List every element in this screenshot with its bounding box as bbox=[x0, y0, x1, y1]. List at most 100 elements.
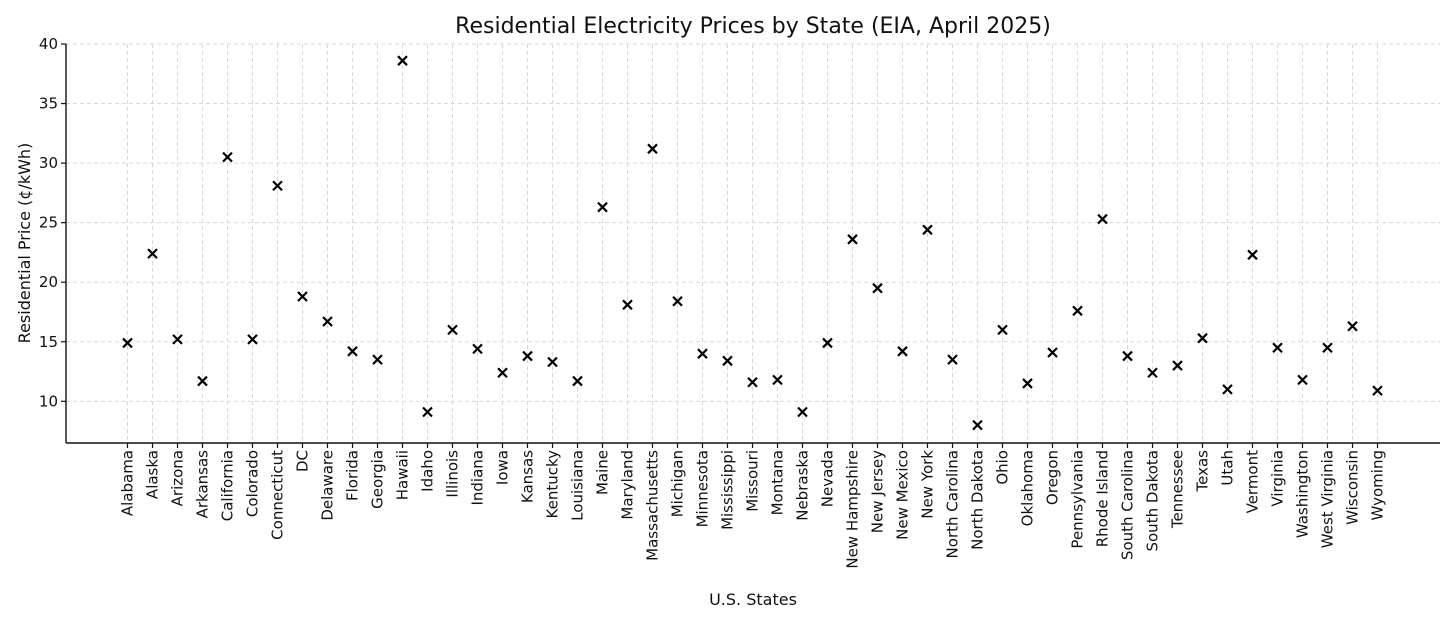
data-point bbox=[122, 337, 133, 349]
x-tick-label: Illinois bbox=[444, 450, 462, 498]
x-tick-label: Washington bbox=[1294, 450, 1312, 538]
x-tick-label: Wisconsin bbox=[1344, 450, 1362, 525]
y-tick-label: 15 bbox=[39, 333, 58, 351]
x-tick-label: Virginia bbox=[1269, 450, 1287, 507]
x-tick-label: Rhode Island bbox=[1094, 450, 1112, 547]
data-point bbox=[672, 295, 683, 307]
x-tick-label: Idaho bbox=[419, 450, 437, 492]
data-points bbox=[122, 55, 1383, 431]
y-tick-label: 20 bbox=[39, 273, 58, 291]
x-tick-label: Pennsylvania bbox=[1069, 450, 1087, 549]
chart-title: Residential Electricity Prices by State … bbox=[455, 14, 1051, 39]
x-tick-label: Wyoming bbox=[1369, 450, 1387, 520]
x-tick-label: DC bbox=[294, 450, 312, 472]
data-point bbox=[522, 350, 533, 362]
x-tick-label: Maine bbox=[594, 450, 612, 495]
x-tick-label: New York bbox=[919, 450, 937, 519]
x-tick-label: Hawaii bbox=[394, 450, 412, 500]
x-tick-label: Oregon bbox=[1044, 450, 1062, 505]
data-point bbox=[1047, 347, 1058, 358]
data-point bbox=[797, 406, 808, 418]
x-tick-label: Oklahoma bbox=[1019, 450, 1037, 526]
data-point bbox=[272, 180, 283, 192]
x-tick-label: Maryland bbox=[619, 450, 637, 520]
x-tick-label: South Dakota bbox=[1144, 450, 1162, 552]
data-point bbox=[847, 234, 858, 245]
x-tick-label: Ohio bbox=[994, 450, 1012, 485]
x-tick-label: Utah bbox=[1219, 450, 1237, 486]
x-tick-label: Arkansas bbox=[194, 450, 212, 519]
data-point bbox=[472, 343, 483, 355]
data-point bbox=[622, 299, 633, 311]
x-tick-label: Florida bbox=[344, 450, 362, 501]
data-point bbox=[297, 291, 308, 302]
x-tick-label: Massachusetts bbox=[644, 450, 662, 561]
x-tick-label: Delaware bbox=[319, 450, 337, 521]
x-tick-label: Alabama bbox=[119, 450, 137, 516]
x-tick-label: Montana bbox=[769, 450, 787, 515]
data-point bbox=[1072, 305, 1083, 317]
data-point bbox=[1097, 213, 1108, 225]
x-axis-label: U.S. States bbox=[709, 590, 797, 609]
x-tick-label: North Carolina bbox=[944, 450, 962, 558]
data-point bbox=[572, 375, 583, 387]
data-point bbox=[1322, 342, 1333, 353]
x-tick-label: Michigan bbox=[669, 450, 687, 517]
grid bbox=[66, 43, 1440, 443]
x-tick-label: Mississippi bbox=[719, 450, 737, 530]
y-tick-label: 40 bbox=[39, 35, 58, 53]
data-point bbox=[872, 282, 883, 294]
x-tick-label: Iowa bbox=[494, 450, 512, 485]
x-tick-label: Nevada bbox=[819, 450, 837, 507]
data-point bbox=[822, 337, 833, 349]
x-tick-label: Georgia bbox=[369, 450, 387, 509]
x-tick-label: Colorado bbox=[244, 450, 262, 517]
x-tick-label: Vermont bbox=[1244, 450, 1262, 514]
data-point bbox=[1122, 350, 1133, 362]
data-point bbox=[397, 55, 408, 66]
data-point bbox=[1372, 385, 1383, 396]
x-tick-label: Nebraska bbox=[794, 450, 812, 521]
x-tick-label: New Mexico bbox=[894, 450, 912, 540]
x-tick-label: Connecticut bbox=[269, 450, 287, 540]
x-tick-label: North Dakota bbox=[969, 450, 987, 550]
data-point bbox=[722, 355, 733, 367]
x-tick-label: South Carolina bbox=[1119, 450, 1137, 560]
data-point bbox=[697, 348, 708, 359]
x-tick-label: New Hampshire bbox=[844, 450, 862, 569]
data-point bbox=[647, 143, 658, 155]
data-point bbox=[547, 356, 558, 368]
data-point bbox=[497, 367, 508, 379]
x-tick-label: Minnesota bbox=[694, 450, 712, 527]
data-point bbox=[1247, 249, 1258, 261]
y-ticks: 10 15 20 25 30 35 40 bbox=[39, 35, 66, 410]
data-point bbox=[172, 334, 183, 345]
x-tick-label: Louisiana bbox=[569, 450, 587, 521]
data-point bbox=[997, 324, 1008, 336]
data-point bbox=[222, 151, 233, 163]
x-tick-label: Kansas bbox=[519, 450, 537, 503]
data-point bbox=[772, 374, 783, 386]
data-point bbox=[1022, 378, 1033, 389]
data-point bbox=[372, 354, 383, 365]
data-point bbox=[1347, 320, 1358, 332]
data-point bbox=[322, 316, 333, 327]
data-point bbox=[422, 406, 433, 418]
x-tick-label: Tennessee bbox=[1169, 450, 1187, 529]
data-point bbox=[897, 346, 908, 357]
x-tick-label: Arizona bbox=[169, 450, 187, 506]
data-point bbox=[972, 419, 983, 431]
data-point bbox=[1197, 332, 1208, 344]
x-tick-label: Texas bbox=[1194, 450, 1212, 493]
data-point bbox=[597, 201, 608, 213]
data-point bbox=[1172, 360, 1183, 371]
data-point bbox=[1297, 374, 1308, 386]
data-point bbox=[1147, 367, 1158, 379]
x-tick-label: Alaska bbox=[144, 450, 162, 499]
data-point bbox=[197, 375, 208, 387]
data-point bbox=[347, 346, 358, 357]
y-tick-label: 25 bbox=[39, 214, 58, 232]
data-point bbox=[922, 224, 933, 236]
